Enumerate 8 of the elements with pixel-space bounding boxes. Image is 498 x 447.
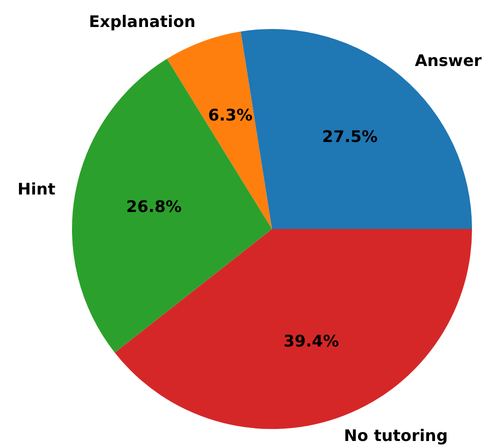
data-label: 26.8% — [126, 197, 182, 216]
slice-label: No tutoring — [344, 426, 448, 446]
data-label: 39.4% — [283, 332, 339, 351]
data-label: 27.5% — [322, 126, 378, 146]
slice-label: Answer — [414, 50, 482, 70]
slice-label: Hint — [17, 180, 56, 199]
slice-label: Explanation — [88, 12, 196, 31]
data-label: 6.3% — [208, 106, 252, 125]
